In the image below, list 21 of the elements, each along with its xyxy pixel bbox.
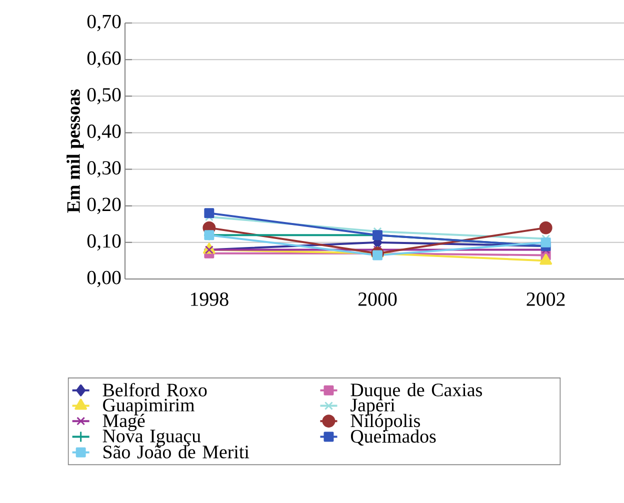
- legend-label: Duque de Caxias: [350, 383, 482, 400]
- y-tick-label: 0,60: [87, 51, 121, 68]
- y-tick-label: 0,30: [87, 161, 121, 178]
- y-axis-title: Em mil pessoas: [66, 89, 84, 213]
- x-tick-label: 2000: [358, 292, 397, 306]
- legend-label: São João de Meriti: [104, 445, 250, 458]
- y-tick-label: 0,10: [87, 234, 121, 251]
- legend-label: Nilópolis: [350, 414, 420, 431]
- legend-label: Magé: [102, 414, 145, 432]
- x-tick-label: 1998: [190, 292, 228, 306]
- legend-label: Belford Roxo: [102, 382, 207, 396]
- legend-label: Guapimirim: [103, 398, 195, 416]
- y-tick-label: 0,40: [87, 124, 121, 141]
- y-tick-label: 0,50: [87, 88, 121, 104]
- y-tick-label: 0,70: [87, 14, 121, 32]
- y-tick-label: 0,00: [87, 270, 121, 288]
- legend-label: Japeri: [350, 398, 396, 416]
- y-tick-label: 0,20: [87, 198, 121, 214]
- x-tick-label: 2002: [526, 292, 565, 306]
- legend-label: Queimados: [350, 429, 436, 446]
- legend-label: Nova Iguaçu: [102, 430, 201, 446]
